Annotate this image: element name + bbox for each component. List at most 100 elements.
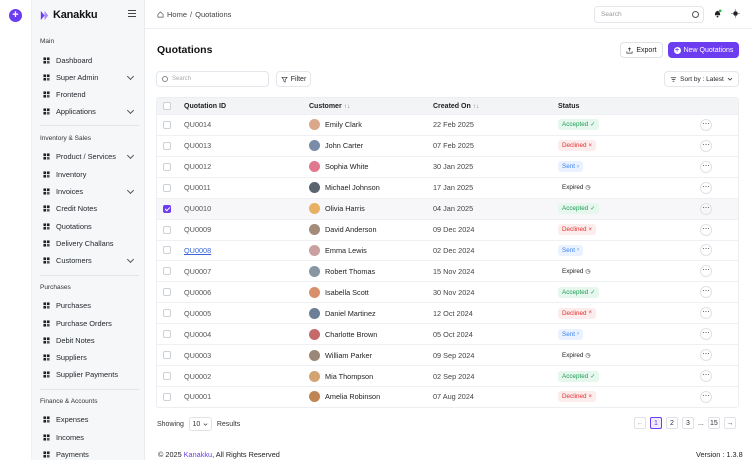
page-button[interactable]: 1	[650, 417, 662, 429]
sidebar-item-customers[interactable]: Customers	[43, 254, 135, 266]
row-checkbox[interactable]	[163, 351, 171, 360]
row-checkbox[interactable]	[163, 162, 171, 171]
quotation-id[interactable]: QU0004	[184, 329, 212, 339]
table-row[interactable]: QU0008 Emma Lewis 02 Dec 2024 Sent › ⋯	[157, 239, 738, 261]
sidebar-item-quotations[interactable]: Quotations	[43, 220, 135, 232]
table-row[interactable]: QU0001 Amelia Robinson 07 Aug 2024 Declined…	[157, 385, 738, 407]
row-checkbox[interactable]	[163, 225, 171, 234]
quotation-id[interactable]: QU0014	[184, 120, 212, 130]
quotation-id[interactable]: QU0002	[184, 371, 212, 381]
chevron-down-icon[interactable]	[126, 151, 135, 160]
sidebar-item-inventory[interactable]: Inventory	[43, 168, 135, 180]
customer-cell[interactable]: John Carter	[309, 140, 363, 152]
chevron-down-icon[interactable]	[126, 72, 135, 81]
row-actions-button[interactable]: ⋯	[700, 223, 712, 236]
table-search-input[interactable]: Search	[156, 71, 269, 87]
customer-cell[interactable]: David Anderson	[309, 224, 377, 236]
sidebar-item-frontend[interactable]: Frontend	[43, 88, 135, 100]
row-actions-button[interactable]: ⋯	[700, 160, 712, 173]
customer-cell[interactable]: William Parker	[309, 349, 372, 361]
sort-arrows-icon[interactable]: ↑↓	[472, 102, 480, 110]
quotation-id[interactable]: QU0003	[184, 350, 212, 360]
sidebar-item-purchase-orders[interactable]: Purchase Orders	[43, 317, 135, 329]
filter-button[interactable]: Filter	[276, 71, 311, 87]
sidebar-item-dashboard[interactable]: Dashboard	[43, 54, 135, 66]
row-actions-button[interactable]: ⋯	[700, 202, 712, 215]
quotation-id[interactable]: QU0013	[184, 141, 212, 151]
quotation-id[interactable]: QU0012	[184, 162, 212, 172]
table-row[interactable]: QU0007 Robert Thomas 15 Nov 2024 Expired ◷ ⋯	[157, 260, 738, 281]
column-header-status[interactable]: Status	[558, 103, 579, 110]
global-search-input[interactable]: Search	[594, 6, 704, 23]
table-row[interactable]: QU0014 Emily Clark 22 Feb 2025 Accepted ✓ ⋯	[157, 114, 738, 135]
row-checkbox[interactable]	[163, 288, 171, 297]
customer-cell[interactable]: Charlotte Brown	[309, 328, 377, 340]
page-button[interactable]: 3	[682, 417, 694, 429]
row-actions-button[interactable]: ⋯	[700, 244, 712, 257]
row-actions-button[interactable]: ⋯	[700, 307, 712, 320]
customer-cell[interactable]: Sophia White	[309, 161, 368, 173]
quotation-id[interactable]: QU0009	[184, 225, 212, 235]
chevron-down-icon[interactable]	[126, 106, 135, 115]
row-checkbox[interactable]	[163, 267, 171, 276]
table-row[interactable]: QU0012 Sophia White 30 Jan 2025 Sent › ⋯	[157, 155, 738, 177]
table-row[interactable]: QU0003 William Parker 09 Sep 2024 Expired ◷ ⋯	[157, 344, 738, 365]
chevron-down-icon[interactable]	[126, 186, 135, 195]
row-actions-button[interactable]: ⋯	[700, 349, 712, 362]
table-row[interactable]: QU0010 Olivia Harris 04 Jan 2025 Accepted ✓ ⋯	[157, 197, 738, 219]
quotation-id[interactable]: QU0007	[184, 266, 212, 276]
row-checkbox[interactable]	[163, 204, 171, 213]
row-checkbox[interactable]	[163, 183, 171, 192]
table-row[interactable]: QU0002 Mia Thompson 02 Sep 2024 Accepted ✓ ⋯	[157, 365, 738, 386]
customer-cell[interactable]: Olivia Harris	[309, 203, 365, 215]
customer-cell[interactable]: Robert Thomas	[309, 265, 375, 277]
next-page-icon[interactable]: →	[723, 417, 736, 429]
row-actions-button[interactable]: ⋯	[700, 139, 712, 152]
quotation-id[interactable]: QU0008	[184, 245, 212, 255]
row-checkbox[interactable]	[163, 246, 171, 255]
chevron-down-icon[interactable]	[126, 255, 135, 264]
quotation-id[interactable]: QU0006	[184, 287, 212, 297]
row-actions-button[interactable]: ⋯	[700, 181, 712, 194]
menu-toggle-icon[interactable]	[128, 10, 136, 18]
quotation-id[interactable]: QU0005	[184, 308, 212, 318]
page-button[interactable]: 15	[707, 417, 720, 429]
customer-cell[interactable]: Isabella Scott	[309, 286, 369, 298]
row-checkbox[interactable]	[163, 120, 171, 129]
sidebar-item-invoices[interactable]: Invoices	[43, 185, 135, 197]
sort-arrows-icon[interactable]: ↑↓	[343, 102, 351, 110]
quotation-id[interactable]: QU0010	[184, 204, 212, 214]
row-actions-button[interactable]: ⋯	[700, 390, 712, 403]
sidebar-item-payments[interactable]: Payments	[43, 448, 135, 460]
sidebar-item-suppliers[interactable]: Suppliers	[43, 351, 135, 363]
column-header-id[interactable]: Quotation ID	[184, 103, 226, 110]
add-workspace-button[interactable]: +	[9, 9, 22, 22]
notification-bell-icon[interactable]	[713, 9, 722, 18]
sidebar-item-expenses[interactable]: Expenses	[43, 413, 135, 425]
column-header-customer[interactable]: Customer ↑↓	[309, 103, 350, 110]
sidebar-item-supplier-payments[interactable]: Supplier Payments	[43, 368, 135, 380]
quotation-id[interactable]: QU0001	[184, 392, 212, 402]
row-actions-button[interactable]: ⋯	[700, 286, 712, 299]
sidebar-item-delivery-challans[interactable]: Delivery Challans	[43, 237, 135, 249]
sidebar-item-incomes[interactable]: Incomes	[43, 431, 135, 443]
customer-cell[interactable]: Michael Johnson	[309, 182, 380, 194]
row-actions-button[interactable]: ⋯	[700, 118, 712, 131]
customer-cell[interactable]: Amelia Robinson	[309, 391, 380, 403]
column-header-created[interactable]: Created On ↑↓	[433, 103, 479, 110]
copyright-brand-link[interactable]: Kanakku	[183, 450, 213, 459]
table-row[interactable]: QU0006 Isabella Scott 30 Nov 2024 Accepted ✓…	[157, 281, 738, 302]
quotation-id[interactable]: QU0011	[184, 183, 211, 193]
export-button[interactable]: Export	[620, 42, 663, 58]
table-row[interactable]: QU0011 Michael Johnson 17 Jan 2025 Expired ◷…	[157, 176, 738, 198]
sidebar-item-super-admin[interactable]: Super Admin	[43, 71, 135, 83]
sidebar-item-purchases[interactable]: Purchases	[43, 299, 135, 311]
row-actions-button[interactable]: ⋯	[700, 328, 712, 341]
sidebar-item-debit-notes[interactable]: Debit Notes	[43, 334, 135, 346]
table-row[interactable]: QU0013 John Carter 07 Feb 2025 Declined × ⋯	[157, 134, 738, 156]
customer-cell[interactable]: Mia Thompson	[309, 370, 373, 382]
new-quotation-button[interactable]: + New Quotations	[668, 42, 739, 58]
customer-cell[interactable]: Emma Lewis	[309, 244, 367, 256]
row-checkbox[interactable]	[163, 141, 171, 150]
row-checkbox[interactable]	[163, 372, 171, 381]
